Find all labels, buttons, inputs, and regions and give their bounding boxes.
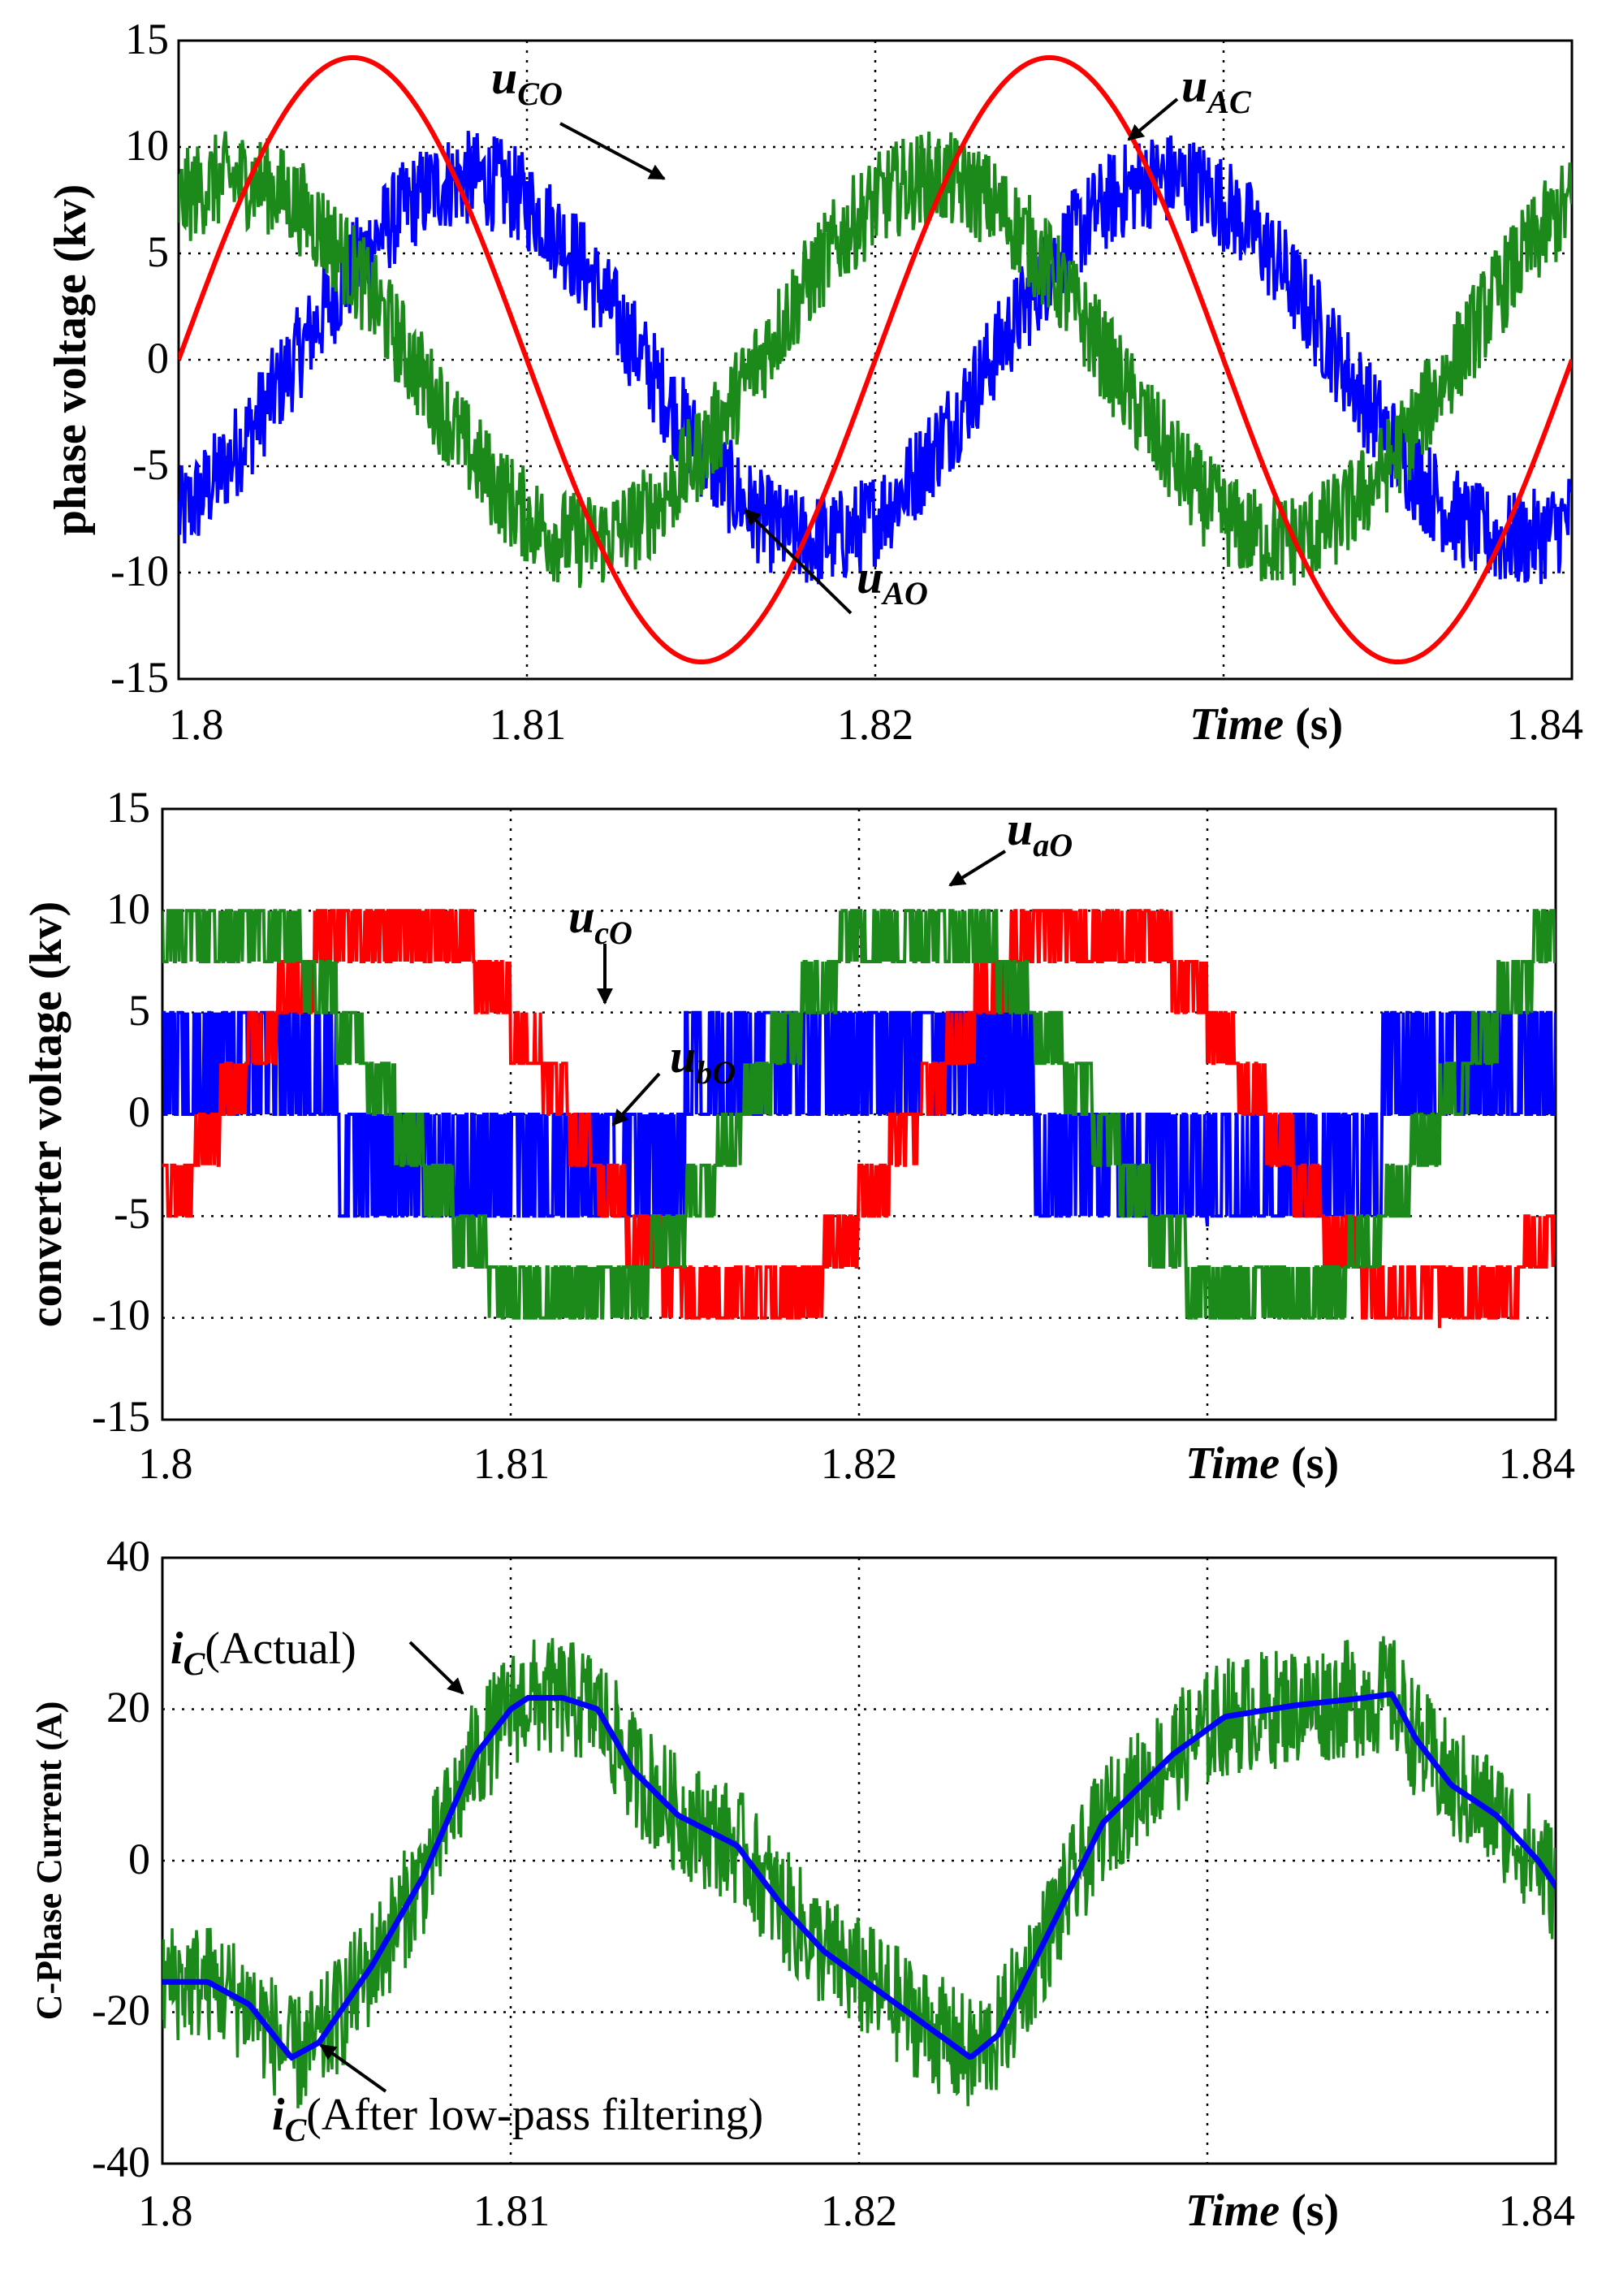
current-x-axis-label-unit: (s) [1291, 2186, 1339, 2236]
phase-label-uac: uAC [1181, 59, 1252, 120]
current-label-filtered-main: i [272, 2090, 285, 2140]
converter-xtick-label: 1.82 [821, 1439, 898, 1488]
current-label-actual-main: i [171, 1624, 183, 1674]
converter-arrow-ubo [611, 1072, 661, 1126]
phase-ytick-label: 5 [147, 227, 169, 276]
current-xtick-label: 1.84 [1499, 2186, 1576, 2235]
phase-label-uac-sub: AC [1205, 84, 1252, 120]
current-xtick-label: 1.81 [473, 2186, 550, 2235]
converter-ytick-label: 10 [106, 884, 150, 933]
phase-label-uao: uAO [857, 551, 928, 612]
current-ytick-label: 20 [106, 1683, 150, 1732]
converter-xtick-label: 1.81 [473, 1439, 550, 1488]
converter-label-uao: uaO [1007, 802, 1073, 863]
phase-label-uco: uCO [491, 51, 563, 112]
phase-x-axis-label-time: Time [1189, 699, 1284, 750]
phase-label-uco-main: u [491, 51, 517, 104]
phase-x-ticks: 1.8 1.81 1.82 1.84 [169, 700, 1583, 749]
phase-x-axis-label: Time (s) [1189, 699, 1343, 750]
current-ytick-label: 0 [128, 1835, 150, 1883]
phase-y-axis-label: phase voltage (kv) [45, 184, 96, 535]
series-line-u_bO [162, 1010, 1556, 1227]
series-line-u_AO [179, 131, 1572, 588]
phase-label-uao-main: u [857, 551, 883, 603]
current-xtick-label: 1.8 [138, 2186, 193, 2235]
converter-label-uco-main: u [568, 890, 594, 943]
phase-arrow-uac [1127, 97, 1179, 141]
phase-xtick-label: 1.8 [169, 700, 224, 749]
phase-ytick-label: -10 [110, 547, 169, 595]
c-phase-current-chart: 40 20 0 -20 -40 1.8 1.81 1.82 1.84 C-Pha… [29, 1532, 1575, 2236]
phase-x-axis-label-unit: (s) [1295, 699, 1343, 750]
converter-series [162, 909, 1556, 1329]
current-x-ticks: 1.8 1.81 1.82 1.84 [138, 2186, 1575, 2235]
converter-x-axis-label-time: Time [1185, 1438, 1280, 1489]
current-ytick-label: 40 [106, 1532, 150, 1580]
converter-y-axis-label: converter voltage (kv) [21, 902, 71, 1328]
phase-ytick-label: 15 [125, 15, 169, 63]
series-line-current-actual [162, 1636, 1556, 2108]
current-label-filtered: iC(After low-pass filtering) [272, 2090, 763, 2148]
series-line-u_AC [179, 55, 1572, 664]
converter-x-ticks: 1.8 1.81 1.82 1.84 [138, 1439, 1575, 1488]
phase-label-uao-sub: AO [880, 575, 928, 612]
phase-ytick-label: 10 [125, 121, 169, 170]
converter-label-uco-sub: cO [594, 915, 632, 951]
converter-x-axis-label-unit: (s) [1291, 1438, 1339, 1489]
converter-ytick-label: -10 [92, 1291, 150, 1339]
phase-xtick-label: 1.84 [1507, 700, 1584, 749]
converter-arrow-uao [948, 850, 1007, 887]
phase-xtick-label: 1.82 [837, 700, 914, 749]
converter-label-ubo: ubO [670, 1030, 736, 1091]
converter-label-ubo-sub: bO [696, 1054, 736, 1091]
current-label-filtered-sub: C [285, 2112, 308, 2148]
phase-xtick-label: 1.81 [490, 700, 567, 749]
converter-voltage-chart: 15 10 5 0 -5 -10 -15 1.8 1.81 1.82 1.84 … [21, 783, 1575, 1489]
phase-voltage-chart: 15 10 5 0 -5 -10 -15 1.8 1.81 1.82 1.84 … [45, 15, 1583, 750]
current-x-axis-label-time: Time [1185, 2186, 1280, 2236]
phase-ytick-label: -15 [110, 653, 169, 702]
phase-arrow-uao [744, 508, 853, 615]
converter-x-axis-label: Time (s) [1185, 1438, 1339, 1489]
phase-ytick-label: -5 [132, 440, 169, 489]
phase-label-uac-main: u [1181, 59, 1207, 112]
phase-y-ticks: 15 10 5 0 -5 -10 -15 [110, 15, 169, 702]
phase-arrow-uco [559, 122, 666, 180]
converter-ytick-label: -15 [92, 1392, 150, 1441]
converter-xtick-label: 1.8 [138, 1439, 193, 1488]
converter-label-uao-main: u [1007, 802, 1033, 855]
converter-xtick-label: 1.84 [1499, 1439, 1576, 1488]
series-line-u_aO [162, 909, 1556, 1320]
converter-label-ubo-main: u [670, 1030, 696, 1083]
series-line-current-filtered [162, 1691, 1556, 2061]
current-label-filtered-rest: (After low-pass filtering) [306, 2090, 763, 2140]
current-label-actual: iC(Actual) [171, 1624, 356, 1682]
converter-ytick-label: 15 [106, 783, 150, 832]
current-xtick-label: 1.82 [821, 2186, 898, 2235]
current-label-actual-rest: (Actual) [205, 1624, 356, 1674]
phase-series [179, 55, 1572, 664]
series-line-u_cO [162, 909, 1556, 1329]
series-line-u_CO [179, 130, 1572, 585]
converter-y-ticks: 15 10 5 0 -5 -10 -15 [92, 783, 150, 1441]
current-y-ticks: 40 20 0 -20 -40 [92, 1532, 150, 2186]
current-series [162, 1636, 1556, 2108]
current-arrow-filtered [319, 2043, 387, 2093]
current-label-actual-sub: C [183, 1645, 206, 1682]
current-ytick-label: -40 [92, 2138, 150, 2186]
current-x-axis-label: Time (s) [1185, 2186, 1339, 2236]
converter-ytick-label: 0 [128, 1087, 150, 1136]
converter-label-uco: ucO [568, 890, 632, 951]
converter-label-uao-sub: aO [1033, 827, 1073, 863]
current-ytick-label: -20 [92, 1986, 150, 2034]
phase-label-uco-sub: CO [517, 76, 563, 112]
converter-ytick-label: -5 [114, 1189, 150, 1238]
phase-ytick-label: 0 [147, 334, 169, 383]
current-y-axis-label: C-Phase Current (A) [29, 1701, 69, 2021]
converter-ytick-label: 5 [128, 986, 150, 1035]
current-arrow-actual [408, 1641, 464, 1695]
